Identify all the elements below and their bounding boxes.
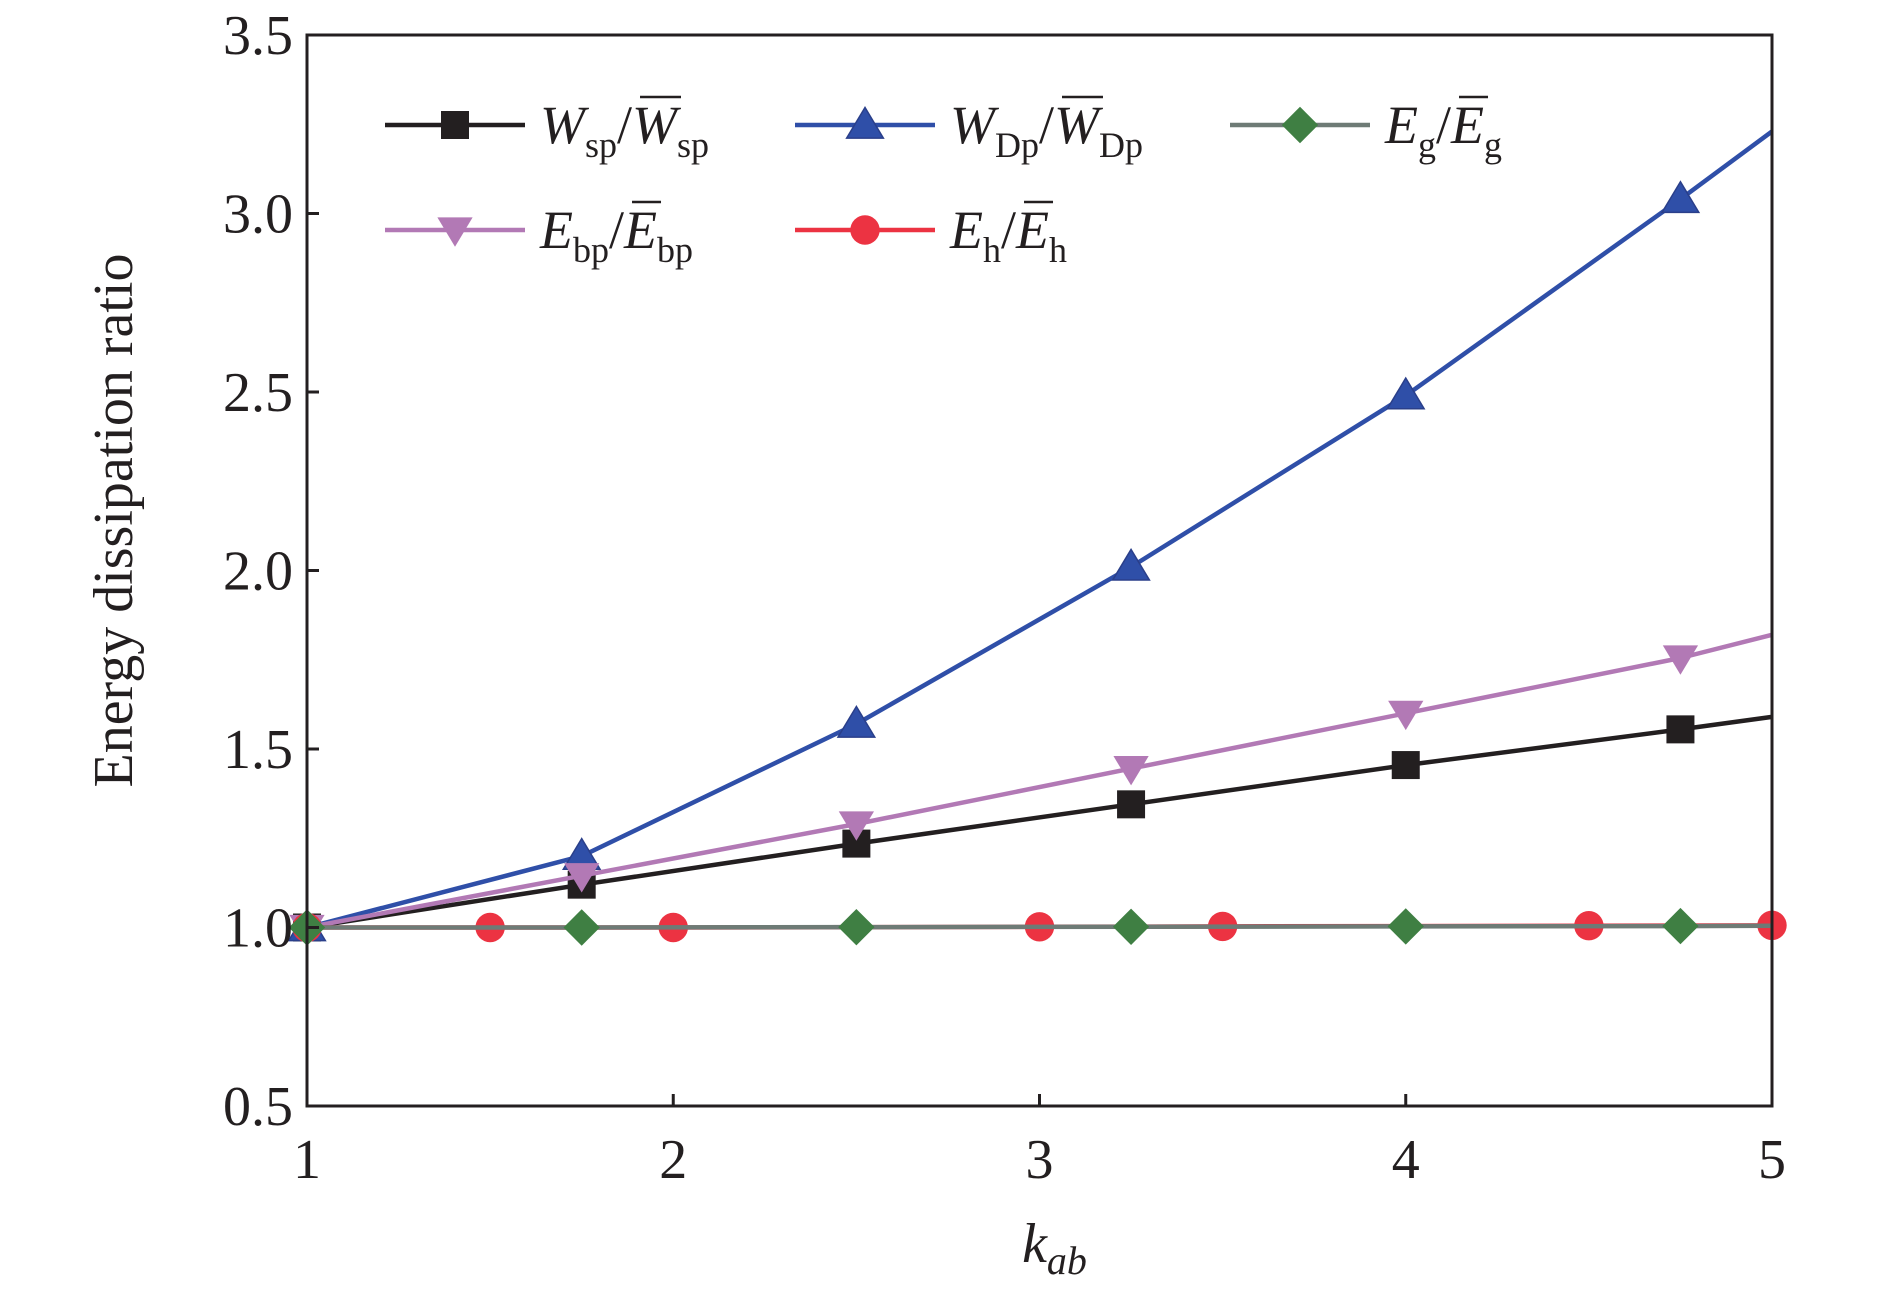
series-w-dp [287,129,1774,942]
legend-label: Eg/Eg [1384,95,1502,165]
series-line-e-g [307,923,1773,930]
y-tick-label: 1.5 [223,719,293,781]
data-point-e-bp [1113,756,1149,786]
x-tick-label: 2 [659,1129,687,1191]
legend-marker-square [441,111,469,139]
data-point-e-bp [1388,700,1424,731]
y-tick-label: 3.0 [223,184,293,246]
legend-marker-circle [850,215,880,245]
series-layer [287,129,1787,946]
data-point-e-g [1387,908,1424,945]
legend-item-w-dp: WDp/WDp [795,95,1143,165]
data-point-e-g [1112,908,1150,945]
data-point-e-g [838,908,875,946]
legend-item-e-bp: Ebp/Ebp [385,200,693,270]
data-point-w-dp [1386,376,1426,410]
series-w-sp [293,714,1773,942]
legend-marker-triangle-up [845,106,885,139]
y-tick-label: 3.5 [223,5,293,67]
x-axis-title-sub: ab [1047,1238,1087,1283]
ticks-layer: 1 2 3 4 5 0.5 1.0 1.5 2.0 2.5 3.0 3.5 [223,5,1786,1191]
legend-label: WDp/WDp [950,95,1143,165]
x-axis-title: kab [1022,1213,1087,1283]
legend-label: Ebp/Ebp [539,200,693,270]
y-tick-label: 1.0 [223,898,293,960]
y-tick-label: 0.5 [223,1076,293,1138]
data-point-e-g [1662,907,1699,945]
series-line-w-sp [306,714,1773,930]
legend-label-normalized: E [1450,95,1484,155]
data-point-e-g [563,909,600,946]
legend-item-e-h: Eh/Eh [795,200,1067,270]
legend-item-e-g: Eg/Eg [1230,95,1502,165]
data-point-w-dp [836,705,877,738]
x-tick-label: 4 [1392,1129,1420,1191]
legend-label: Eh/Eh [949,200,1067,270]
legend: Wsp/Wsp WDp/WDp Eg/Eg Ebp/Ebp Eh/Eh [385,95,1502,270]
legend-marker-diamond [1281,106,1319,144]
legend-item-w-sp: Wsp/Wsp [385,95,709,165]
x-tick-label: 3 [1026,1129,1054,1191]
legend-label-normalized: E [623,200,657,260]
series-e-bp [289,632,1773,945]
x-axis-title-main: k [1022,1213,1048,1275]
series-e-g [288,907,1773,946]
x-tick-label: 5 [1758,1129,1786,1191]
legend-label: Wsp/Wsp [540,95,709,165]
plot-frame [305,33,1774,1108]
legend-label-normalized: E [1015,200,1049,260]
data-point-e-bp [1662,645,1699,675]
y-tick-label: 2.0 [223,541,293,603]
data-point-w-sp [1117,790,1146,819]
data-point-w-dp [1111,547,1151,581]
y-axis-title: Energy dissipation ratio [83,254,145,788]
legend-label-normalized: W [1054,95,1104,155]
data-point-e-bp [564,863,600,893]
legend-marker-triangle-down [437,217,473,247]
plot-area: 1 2 3 4 5 0.5 1.0 1.5 2.0 2.5 3.0 3.5 [223,5,1787,1191]
data-point-w-sp [1666,715,1695,744]
axis-titles: Energy dissipation ratio kab [83,254,1087,1284]
data-point-e-bp [838,811,875,841]
data-point-w-dp [1660,180,1701,214]
y-tick-label: 2.5 [223,362,293,424]
data-point-w-sp [1391,751,1420,780]
series-line-e-bp [306,632,1773,930]
x-tick-label: 1 [293,1129,321,1191]
legend-label-normalized: W [632,95,682,155]
